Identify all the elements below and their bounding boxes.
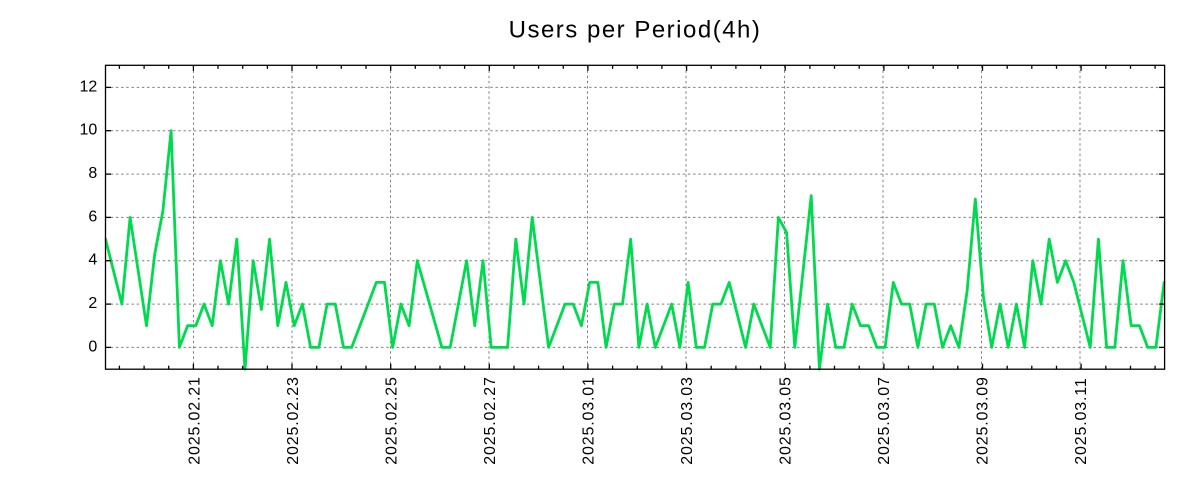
svg-text:2: 2 <box>88 295 97 312</box>
svg-text:12: 12 <box>80 78 98 95</box>
svg-text:10: 10 <box>80 122 98 139</box>
svg-text:2025.02.27: 2025.02.27 <box>482 376 499 465</box>
svg-text:Users per Period(4h): Users per Period(4h) <box>509 16 762 43</box>
svg-text:2025.03.01: 2025.03.01 <box>580 376 597 465</box>
svg-text:2025.03.11: 2025.03.11 <box>1073 377 1090 464</box>
svg-text:2025.03.05: 2025.03.05 <box>777 376 794 465</box>
svg-text:2025.02.25: 2025.02.25 <box>383 376 400 465</box>
svg-text:2025.02.23: 2025.02.23 <box>285 376 302 465</box>
svg-text:2025.03.09: 2025.03.09 <box>974 376 991 465</box>
svg-text:2025.02.21: 2025.02.21 <box>186 376 203 465</box>
svg-text:8: 8 <box>88 165 97 182</box>
svg-text:6: 6 <box>88 208 97 225</box>
svg-text:2025.03.07: 2025.03.07 <box>876 376 893 465</box>
svg-text:4: 4 <box>88 252 97 269</box>
svg-text:2025.03.03: 2025.03.03 <box>679 376 696 465</box>
svg-text:0: 0 <box>88 338 97 355</box>
